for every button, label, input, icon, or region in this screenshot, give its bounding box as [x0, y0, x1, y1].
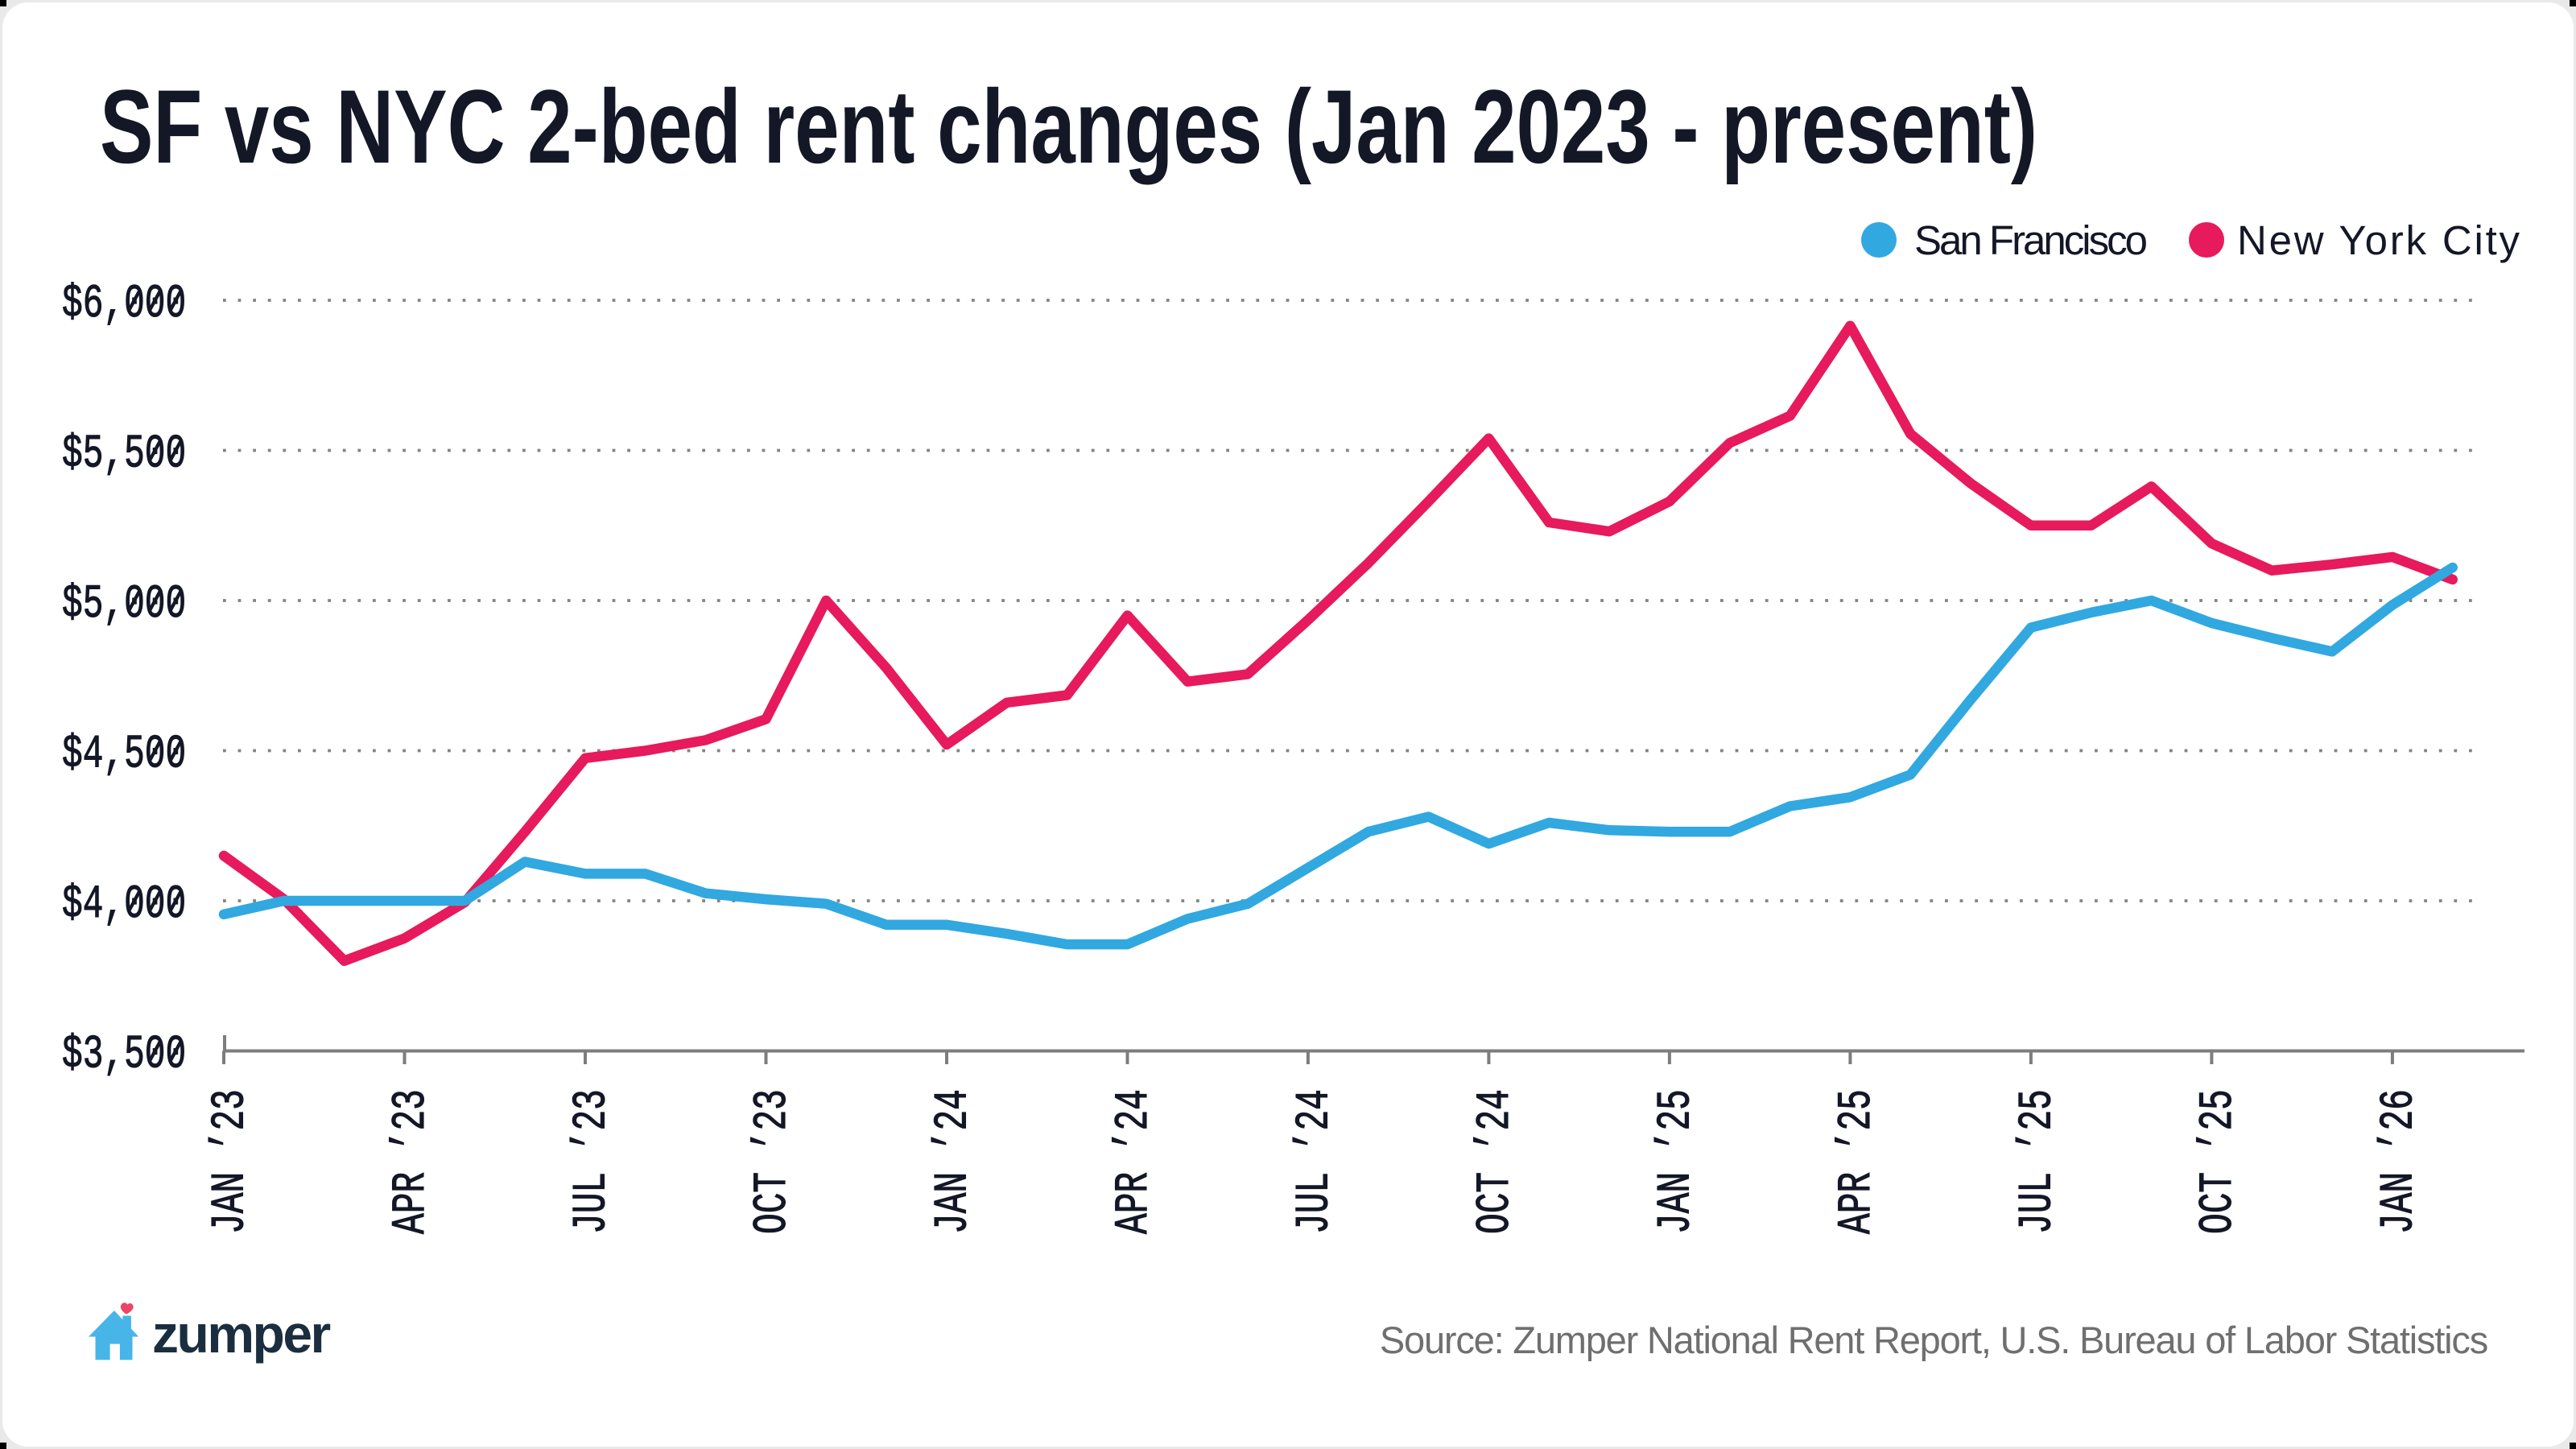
svg-text:OCT ’23: OCT ’23 [747, 1089, 799, 1234]
svg-text:OCT ’24: OCT ’24 [1470, 1089, 1522, 1234]
svg-text:$3,500: $3,500 [62, 1030, 186, 1082]
svg-text:Source: Zumper National Rent R: Source: Zumper National Rent Report, U.S… [1380, 1319, 2487, 1361]
svg-text:JAN ’24: JAN ’24 [928, 1089, 980, 1234]
svg-text:JAN ’25: JAN ’25 [1651, 1089, 1703, 1234]
svg-text:$5,500: $5,500 [62, 429, 186, 481]
svg-text:JAN ’23: JAN ’23 [205, 1089, 258, 1234]
svg-text:$4,500: $4,500 [62, 729, 186, 782]
svg-text:APR ’23: APR ’23 [386, 1089, 438, 1234]
svg-text:$4,000: $4,000 [62, 879, 186, 931]
svg-text:New York City: New York City [2237, 217, 2522, 263]
svg-text:zumper: zumper [152, 1304, 331, 1364]
svg-text:APR ’24: APR ’24 [1108, 1089, 1161, 1234]
svg-text:SF vs NYC 2-bed rent changes (: SF vs NYC 2-bed rent changes (Jan 2023 -… [100, 68, 2037, 185]
svg-text:$5,000: $5,000 [62, 579, 186, 631]
svg-text:OCT ’25: OCT ’25 [2193, 1089, 2245, 1234]
svg-text:$6,000: $6,000 [62, 279, 186, 331]
svg-text:JUL ’25: JUL ’25 [2013, 1089, 2065, 1234]
svg-text:APR ’25: APR ’25 [1831, 1089, 1884, 1234]
svg-text:JAN ’26: JAN ’26 [2374, 1089, 2426, 1234]
svg-text:JUL ’24: JUL ’24 [1290, 1089, 1342, 1234]
svg-text:San Francisco: San Francisco [1914, 217, 2147, 263]
svg-text:JUL ’23: JUL ’23 [567, 1089, 619, 1234]
